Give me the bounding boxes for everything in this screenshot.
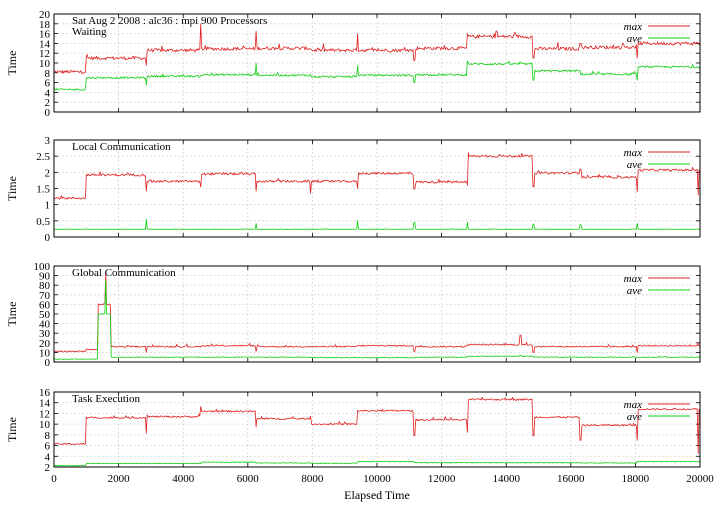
y-tick-label: 1.5 bbox=[36, 184, 50, 196]
y-tick-label: 12 bbox=[39, 48, 50, 60]
y-tick-label: 4 bbox=[45, 451, 51, 463]
x-tick-label: 16000 bbox=[557, 473, 585, 485]
series-line-ave bbox=[53, 60, 701, 91]
y-tick-label: 16 bbox=[39, 387, 51, 399]
series-line-ave bbox=[53, 279, 701, 360]
series-line-max bbox=[53, 152, 700, 200]
y-tick-label: 18 bbox=[39, 19, 51, 31]
plot-frame bbox=[53, 13, 701, 113]
y-tick-label: 10 bbox=[39, 58, 51, 70]
legend-label-max: max bbox=[624, 21, 642, 33]
y-tick-label: 12 bbox=[39, 408, 50, 420]
y-tick-label: 2 bbox=[45, 97, 51, 109]
legend-label-ave: ave bbox=[627, 33, 642, 45]
plot-frame bbox=[53, 265, 701, 363]
y-tick-label: 0.5 bbox=[36, 216, 50, 228]
legend-label-max: max bbox=[624, 273, 642, 285]
y-tick-label: 40 bbox=[39, 319, 51, 331]
y-tick-label: 6 bbox=[45, 441, 51, 453]
y-tick-label: 10 bbox=[39, 347, 51, 359]
y-tick-label: 4 bbox=[45, 87, 51, 99]
x-tick-label: 0 bbox=[51, 473, 57, 485]
x-tick-label: 14000 bbox=[492, 473, 520, 485]
y-tick-label: 2.5 bbox=[36, 151, 50, 163]
series-line-max bbox=[53, 396, 701, 455]
y-tick-label: 10 bbox=[39, 419, 51, 431]
chart-title: Task Execution bbox=[72, 393, 140, 405]
legend-label-ave: ave bbox=[627, 285, 642, 297]
x-tick-label: 4000 bbox=[172, 473, 195, 485]
y-tick-label: 100 bbox=[34, 261, 51, 273]
y-axis-label: Time bbox=[5, 51, 19, 76]
legend-label-ave: ave bbox=[627, 411, 642, 423]
plot-frame bbox=[53, 391, 701, 468]
legend-label-ave: ave bbox=[627, 159, 642, 171]
series-line-max bbox=[53, 273, 701, 353]
y-tick-label: 2 bbox=[45, 167, 51, 179]
y-tick-label: 16 bbox=[39, 29, 51, 41]
y-tick-label: 3 bbox=[45, 135, 51, 147]
y-axis-label: Time bbox=[5, 176, 19, 201]
y-tick-label: 80 bbox=[39, 280, 51, 292]
plot-frame bbox=[53, 139, 701, 238]
chart-title: Sat Aug 2 2008 : alc36 : mpi 900 Process… bbox=[72, 15, 267, 27]
y-tick-label: 50 bbox=[39, 309, 51, 321]
series-line-ave bbox=[53, 218, 700, 230]
y-tick-label: 0 bbox=[45, 232, 51, 244]
y-tick-label: 14 bbox=[39, 38, 51, 50]
y-tick-label: 60 bbox=[39, 299, 51, 311]
y-tick-label: 14 bbox=[39, 398, 51, 410]
y-tick-label: 8 bbox=[45, 68, 51, 80]
chart-title: Global Communication bbox=[72, 267, 176, 279]
x-tick-label: 12000 bbox=[428, 473, 456, 485]
x-tick-label: 18000 bbox=[622, 473, 650, 485]
y-tick-label: 1 bbox=[45, 200, 51, 212]
y-tick-label: 30 bbox=[39, 328, 51, 340]
x-tick-label: 6000 bbox=[237, 473, 260, 485]
y-axis-label: Time bbox=[5, 302, 19, 327]
y-tick-label: 6 bbox=[45, 78, 51, 90]
y-tick-label: 0 bbox=[45, 107, 51, 119]
y-tick-label: 2 bbox=[45, 462, 51, 474]
y-tick-label: 20 bbox=[39, 9, 51, 21]
series-line-max bbox=[53, 23, 701, 74]
chart-subtitle: Waiting bbox=[72, 26, 107, 38]
x-tick-label: 2000 bbox=[108, 473, 131, 485]
y-tick-label: 8 bbox=[45, 430, 51, 442]
x-axis-label: Elapsed Time bbox=[344, 488, 410, 502]
y-tick-label: 20 bbox=[39, 338, 51, 350]
x-tick-label: 10000 bbox=[363, 473, 391, 485]
y-tick-label: 0 bbox=[45, 357, 51, 369]
y-tick-label: 90 bbox=[39, 271, 51, 283]
legend-label-max: max bbox=[624, 399, 642, 411]
x-tick-label: 8000 bbox=[301, 473, 324, 485]
x-tick-label: 20000 bbox=[686, 473, 714, 485]
y-tick-label: 70 bbox=[39, 290, 51, 302]
legend-label-max: max bbox=[624, 147, 642, 159]
series-line-ave bbox=[53, 460, 701, 467]
chart-title: Local Communication bbox=[72, 141, 171, 153]
y-axis-label: Time bbox=[5, 417, 19, 442]
chart-panel-2: 0 0.5 1 1.5 2 2.5 3 Local Communication Time maxa… bbox=[5, 135, 701, 244]
